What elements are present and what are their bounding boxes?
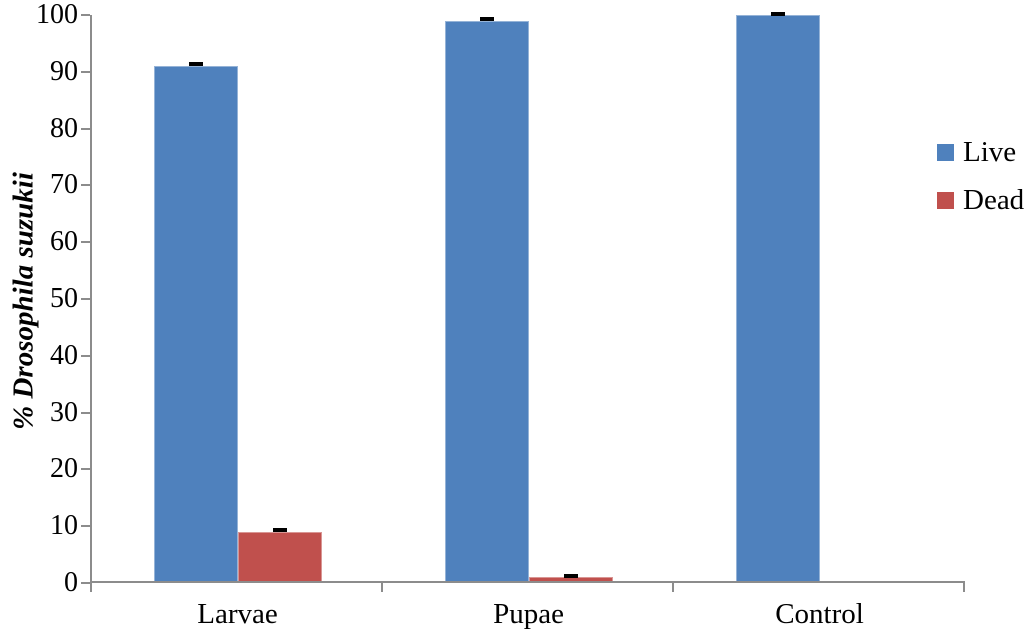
x-category-label-larvae: Larvae bbox=[197, 598, 278, 630]
y-axis-tick-label: 10 bbox=[50, 510, 78, 542]
y-axis-tick-label: 30 bbox=[50, 396, 78, 428]
y-axis-tick-label: 70 bbox=[50, 169, 78, 201]
y-axis-tick-label: 40 bbox=[50, 339, 78, 371]
error-bar-larvae-dead bbox=[272, 528, 287, 532]
error-bar-larvae-live bbox=[188, 62, 203, 67]
x-axis-tick bbox=[672, 582, 674, 592]
y-axis-tick bbox=[81, 14, 90, 16]
error-bar-control-live bbox=[770, 12, 785, 17]
y-axis-tick bbox=[81, 241, 90, 244]
bar-larvae-dead bbox=[237, 531, 322, 583]
y-axis-tick bbox=[81, 70, 90, 73]
y-axis-tick bbox=[81, 184, 90, 187]
error-bar-pupae-dead bbox=[563, 574, 578, 578]
bar-pupae-live bbox=[444, 20, 529, 583]
y-axis-tick-label: 0 bbox=[64, 567, 78, 598]
y-axis-line bbox=[90, 15, 92, 592]
x-axis-tick bbox=[963, 582, 965, 592]
y-axis-tick-label: 60 bbox=[50, 226, 78, 258]
y-axis-tick bbox=[81, 411, 90, 414]
x-axis-line bbox=[90, 581, 965, 583]
x-category-label-pupae: Pupae bbox=[493, 598, 564, 630]
y-axis-tick-label: 20 bbox=[50, 453, 78, 485]
y-axis-tick bbox=[81, 298, 90, 300]
bar-control-live bbox=[735, 15, 820, 583]
bar-larvae-live bbox=[153, 66, 238, 583]
y-axis-tick bbox=[81, 525, 90, 528]
x-category-label-control: Control bbox=[775, 598, 864, 630]
x-axis-tick bbox=[381, 582, 383, 592]
y-axis-tick bbox=[81, 354, 90, 357]
y-axis-tick-label: 80 bbox=[50, 112, 78, 144]
y-axis-tick bbox=[81, 582, 90, 584]
error-bar-pupae-live bbox=[479, 16, 494, 21]
y-axis-tick-label: 50 bbox=[50, 283, 78, 314]
y-axis-tick-label: 100 bbox=[36, 0, 78, 30]
y-axis-tick bbox=[81, 127, 90, 130]
y-axis-tick-label: 90 bbox=[50, 55, 78, 87]
y-axis-tick bbox=[81, 468, 90, 471]
